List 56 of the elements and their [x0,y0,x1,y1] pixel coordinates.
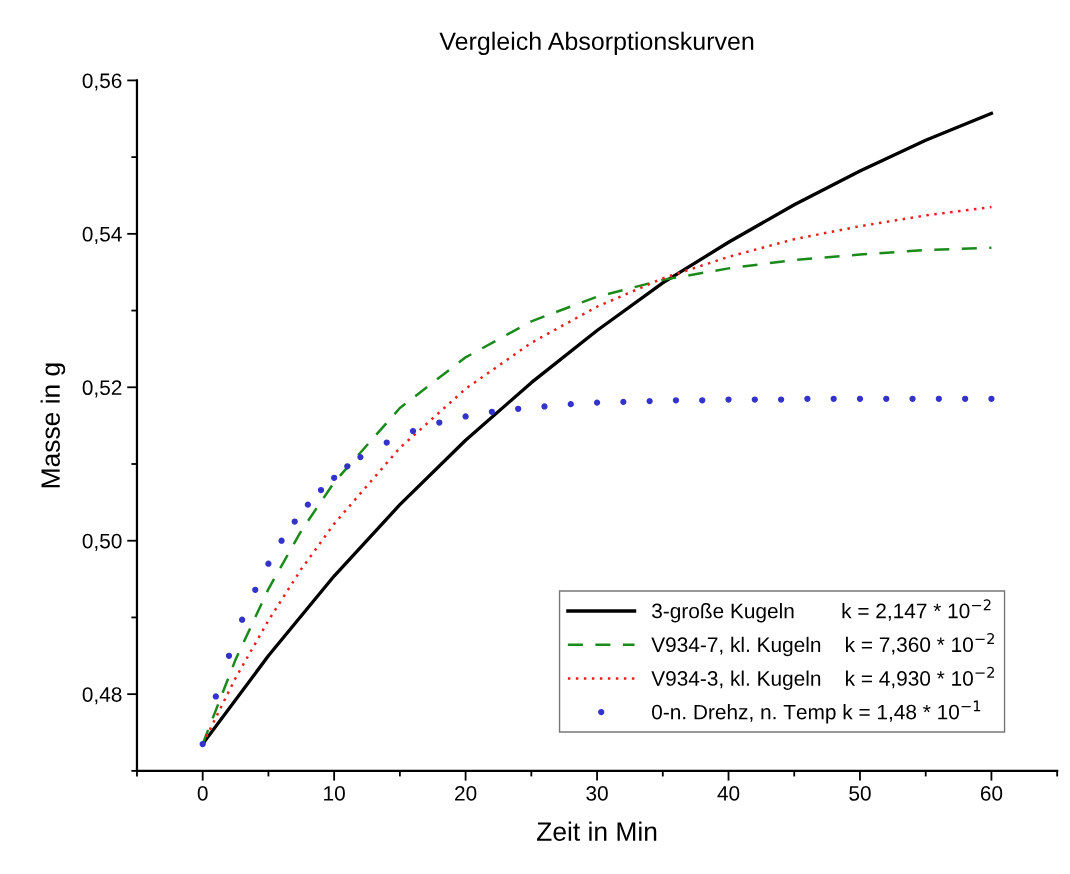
x-tick-label: 60 [980,786,1003,801]
x-tick-label: 0 [197,786,208,801]
y-tick-label: 0,56 [82,73,122,91]
point [304,501,311,508]
y-tick-label: 0,50 [82,533,122,551]
point [225,652,233,659]
point [856,395,864,402]
point [830,395,837,402]
legend-label: 0-n. Drehz, n. Temp k = 1,48 * 10$^{−1}$ [652,700,981,724]
x-axis-title: Zeit in Min [537,821,657,841]
point [409,427,417,435]
y-tick-label: 0,52 [82,380,122,398]
point [291,518,298,525]
point [777,396,785,403]
point [725,396,732,403]
point [462,413,469,420]
point [699,397,706,404]
x-tick-label: 30 [586,786,608,801]
point [567,401,574,408]
x-tick-label: 10 [324,786,345,801]
point [935,395,942,402]
point [212,693,219,700]
point [593,399,601,406]
point [239,616,246,623]
point [909,395,916,402]
point [646,397,653,405]
point [436,419,443,426]
point [317,486,325,494]
chart-title: Vergleich Absorptionskurven [439,31,754,56]
point [265,560,272,567]
y-tick-label: 0,54 [82,226,122,245]
point [357,453,364,461]
y-axis-title: Masse in g [40,363,66,488]
point [804,395,811,402]
point [620,398,627,405]
point [962,395,969,402]
point [541,403,548,410]
point [331,474,338,481]
x-tick-label: 40 [717,786,740,801]
point [252,586,259,593]
x-tick-label: 50 [849,786,871,801]
point [672,397,680,404]
y-tick-label: 0,48 [82,687,122,705]
point [344,463,351,470]
point [199,740,206,748]
legend-label: 3-große Kugeln k = 2,147 * 10$^{−2}$ [652,599,991,623]
point [515,405,522,412]
point [751,396,758,403]
x-tick-label: 20 [455,786,477,801]
point [988,395,995,402]
point [383,439,390,446]
point [278,537,285,544]
point [488,408,496,415]
legend-label: V934-3, kl. Kugeln k = 4,930 * 10$^{−2}$ [651,666,995,690]
legend-label: V934-7, kl. Kugeln k = 7,360 * 10$^{−2}$ [651,633,995,657]
point [883,395,890,402]
